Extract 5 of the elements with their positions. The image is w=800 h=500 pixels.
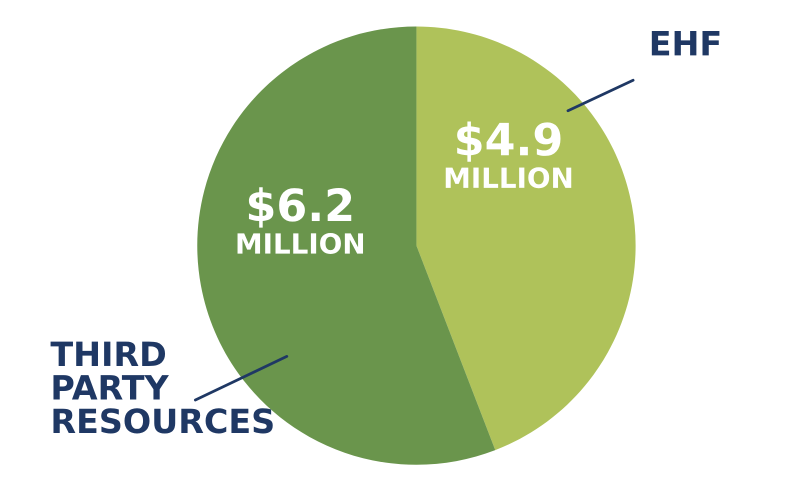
slice-label: THIRD PARTY RESOURCES (50, 342, 273, 434)
data-label: $6.2 MILLION (238, 187, 364, 254)
data-label: $4.9 MILLION (446, 122, 572, 188)
pie-slice (416, 26, 636, 450)
slice-label: EHF (652, 31, 720, 56)
